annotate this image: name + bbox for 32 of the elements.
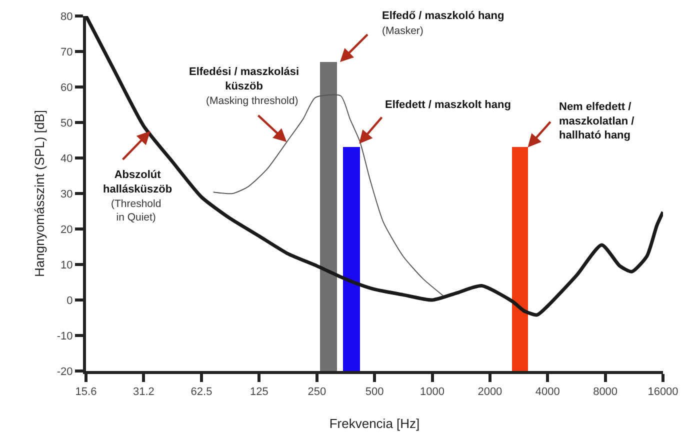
annotation: (Threshold in Quiet) xyxy=(111,198,162,224)
y-tick-label: 10 xyxy=(60,259,73,272)
y-tick-label: 70 xyxy=(60,46,73,58)
x-tick-label: 500 xyxy=(365,386,384,398)
y-tick-label: 50 xyxy=(60,117,73,130)
y-tick-label: -10 xyxy=(56,330,73,342)
y-tick-label: 40 xyxy=(60,152,73,165)
x-tick-label: 4000 xyxy=(535,386,560,398)
x-tick-label: 250 xyxy=(308,386,326,398)
y-tick-label: -20 xyxy=(56,366,73,378)
x-tick-label: 62.5 xyxy=(190,386,212,398)
x-tick-label: 8000 xyxy=(593,386,618,398)
y-tick-label: 0 xyxy=(66,294,73,307)
x-tick-label: 1000 xyxy=(420,386,444,398)
x-tick-label: 31.2 xyxy=(132,386,154,398)
y-tick-label: 20 xyxy=(60,224,73,236)
x-axis-title: Frekvencia [Hz] xyxy=(329,416,420,431)
annotation: Elfedési / maszkolási küszöb xyxy=(189,66,300,92)
annotation: Elfedő / maszkoló hang xyxy=(382,10,504,22)
annotation: Abszolút hallásküszöb xyxy=(103,169,172,196)
y-tick-label: 60 xyxy=(60,82,73,94)
annotation: (Masking threshold) xyxy=(206,95,298,107)
annotation: Elfedett / maszkolt hang xyxy=(385,99,511,111)
annotation: (Masker) xyxy=(382,25,424,37)
y-axis-title: Hangnyomásszint (SPL) [dB] xyxy=(32,110,47,277)
y-tick-label: 30 xyxy=(60,188,73,200)
annotation: Nem elfedett / maszkolatlan / hallható hang xyxy=(559,101,634,142)
x-tick-label: 125 xyxy=(250,386,268,398)
x-tick-label: 16000 xyxy=(648,386,678,398)
x-tick-label: 2000 xyxy=(478,386,502,398)
y-tick-label: 80 xyxy=(60,10,73,23)
x-tick-label: 15.6 xyxy=(75,386,97,398)
